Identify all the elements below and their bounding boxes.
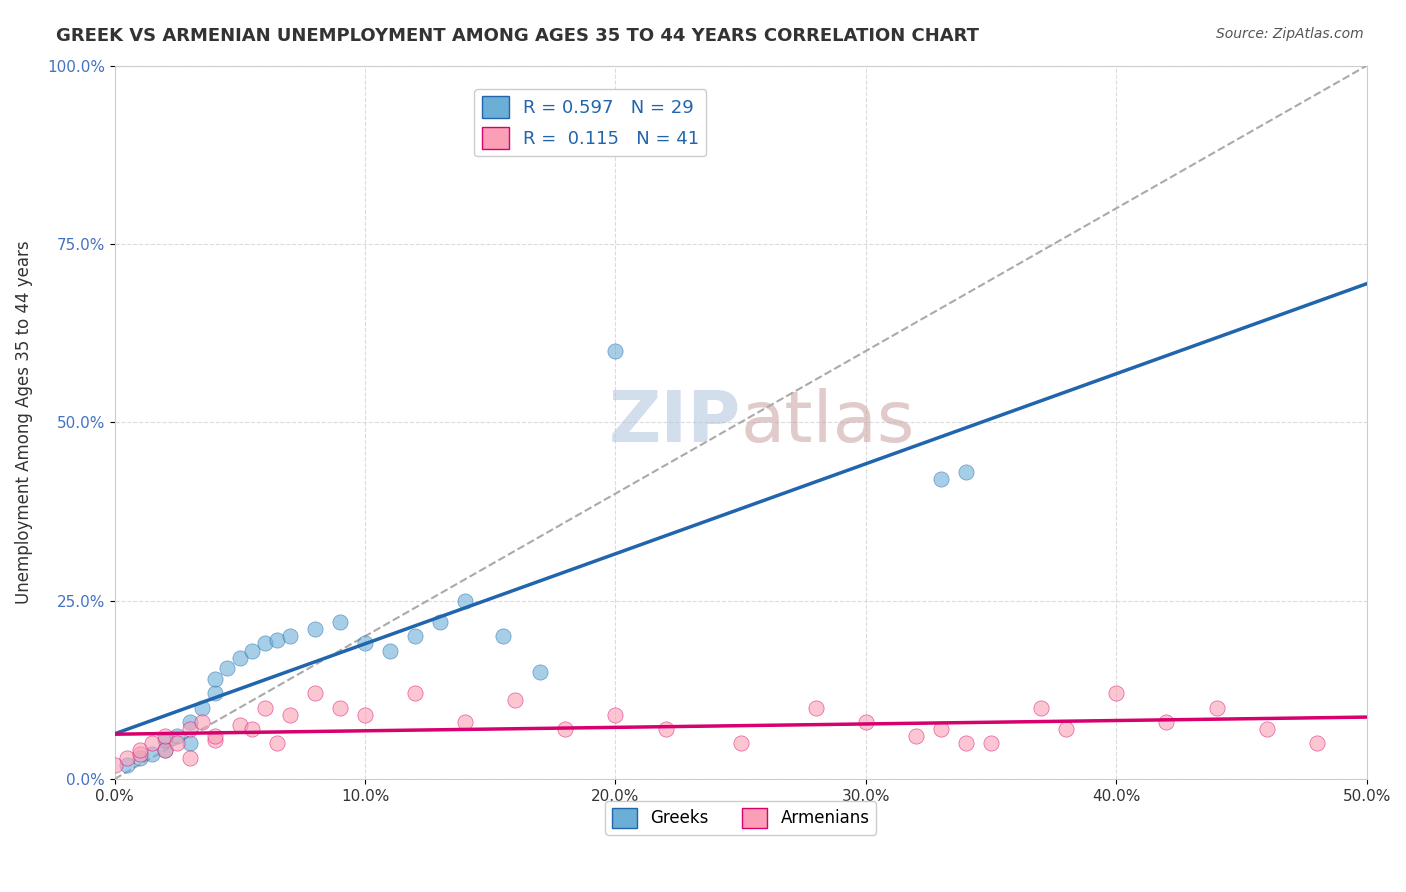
Point bbox=[1105, 686, 1128, 700]
Point bbox=[1205, 700, 1227, 714]
Point bbox=[191, 700, 214, 714]
Point bbox=[229, 650, 252, 665]
Point bbox=[266, 632, 288, 647]
Point bbox=[605, 343, 627, 358]
Point bbox=[253, 700, 276, 714]
Point bbox=[304, 686, 326, 700]
Point bbox=[128, 743, 150, 757]
Point bbox=[266, 736, 288, 750]
Point bbox=[329, 615, 352, 629]
Point bbox=[1256, 722, 1278, 736]
Point bbox=[1031, 700, 1053, 714]
Point bbox=[329, 700, 352, 714]
Point bbox=[179, 714, 201, 729]
Y-axis label: Unemployment Among Ages 35 to 44 years: Unemployment Among Ages 35 to 44 years bbox=[15, 241, 32, 604]
Point bbox=[404, 629, 426, 643]
Point bbox=[955, 465, 977, 479]
Point bbox=[1306, 736, 1329, 750]
Point bbox=[166, 736, 188, 750]
Point bbox=[153, 732, 176, 747]
Point bbox=[204, 729, 226, 743]
Point bbox=[1156, 714, 1178, 729]
Point bbox=[217, 661, 239, 675]
Point bbox=[605, 707, 627, 722]
Point bbox=[179, 722, 201, 736]
Point bbox=[204, 672, 226, 686]
Point bbox=[115, 750, 138, 764]
Point bbox=[240, 643, 263, 657]
Point bbox=[492, 629, 515, 643]
Point bbox=[104, 757, 127, 772]
Point bbox=[929, 472, 952, 486]
Point bbox=[128, 750, 150, 764]
Point bbox=[929, 722, 952, 736]
Point bbox=[229, 718, 252, 732]
Point bbox=[204, 732, 226, 747]
Point bbox=[730, 736, 752, 750]
Point bbox=[240, 722, 263, 736]
Point bbox=[253, 636, 276, 650]
Text: atlas: atlas bbox=[741, 388, 915, 457]
Point bbox=[804, 700, 827, 714]
Text: ZIP: ZIP bbox=[609, 388, 741, 457]
Point bbox=[191, 714, 214, 729]
Text: GREEK VS ARMENIAN UNEMPLOYMENT AMONG AGES 35 TO 44 YEARS CORRELATION CHART: GREEK VS ARMENIAN UNEMPLOYMENT AMONG AGE… bbox=[56, 27, 979, 45]
Point bbox=[179, 736, 201, 750]
Point bbox=[204, 686, 226, 700]
Point bbox=[153, 743, 176, 757]
Point bbox=[404, 686, 426, 700]
Point bbox=[505, 693, 527, 707]
Legend: Greeks, Armenians: Greeks, Armenians bbox=[606, 801, 876, 835]
Point bbox=[554, 722, 576, 736]
Point bbox=[278, 629, 301, 643]
Point bbox=[304, 622, 326, 636]
Point bbox=[354, 636, 377, 650]
Point bbox=[529, 665, 551, 679]
Point bbox=[115, 757, 138, 772]
Point bbox=[278, 707, 301, 722]
Point bbox=[166, 729, 188, 743]
Point bbox=[141, 736, 163, 750]
Point bbox=[354, 707, 377, 722]
Point bbox=[179, 750, 201, 764]
Point bbox=[980, 736, 1002, 750]
Point bbox=[141, 747, 163, 761]
Point bbox=[955, 736, 977, 750]
Point bbox=[454, 593, 477, 607]
Point bbox=[654, 722, 676, 736]
Text: Source: ZipAtlas.com: Source: ZipAtlas.com bbox=[1216, 27, 1364, 41]
Point bbox=[378, 643, 401, 657]
Point bbox=[153, 743, 176, 757]
Point bbox=[153, 729, 176, 743]
Point bbox=[128, 747, 150, 761]
Point bbox=[1054, 722, 1077, 736]
Point bbox=[454, 714, 477, 729]
Point bbox=[905, 729, 928, 743]
Point bbox=[855, 714, 877, 729]
Point bbox=[429, 615, 451, 629]
